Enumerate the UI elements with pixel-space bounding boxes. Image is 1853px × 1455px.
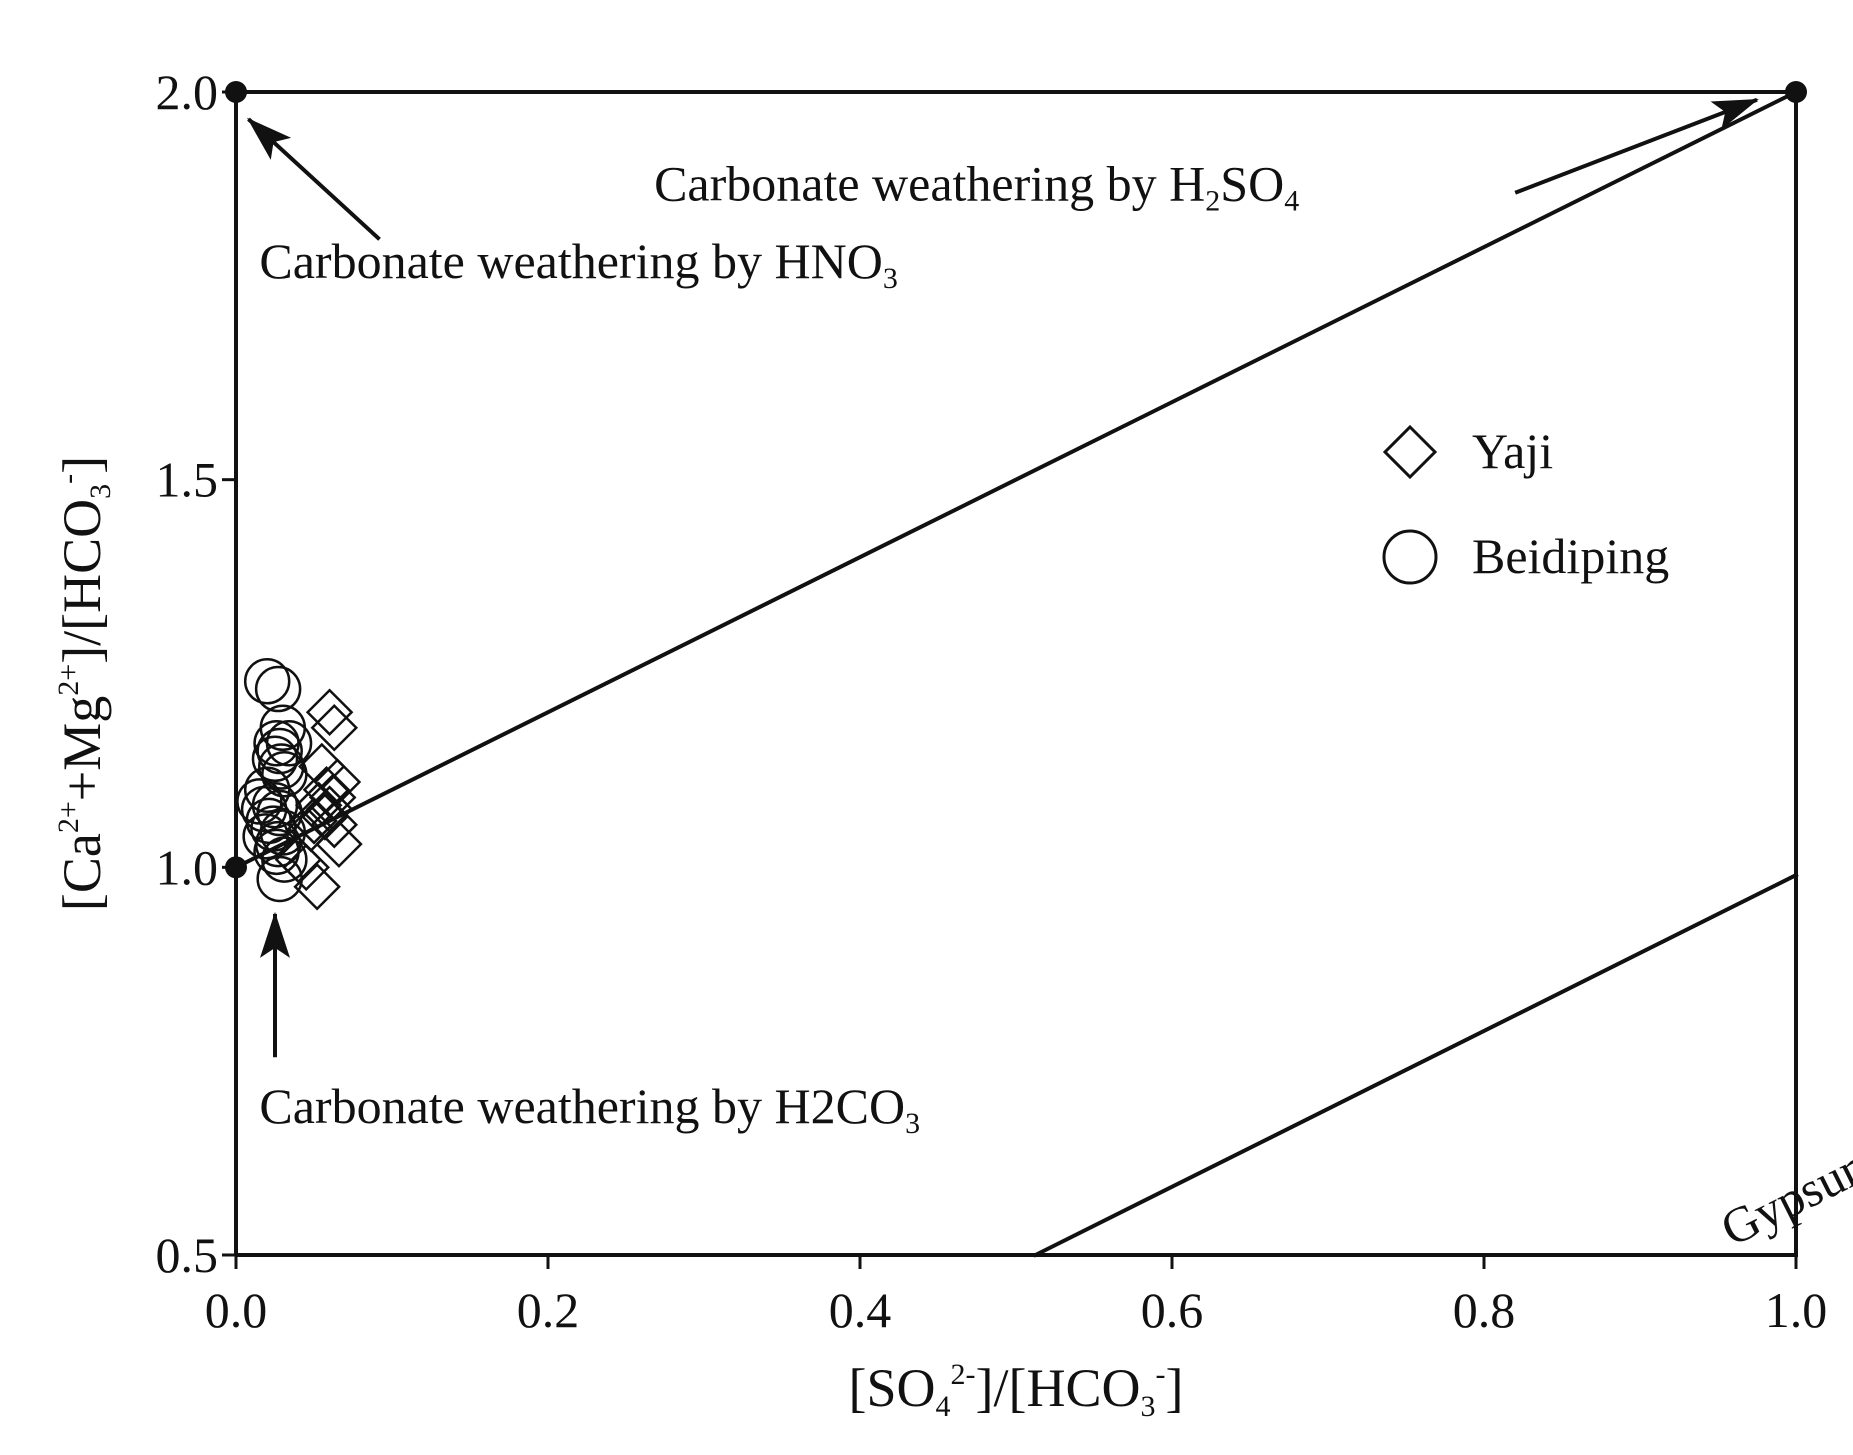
beidiping-point bbox=[265, 720, 313, 767]
x-axis-title-part-1: 4 bbox=[936, 1390, 951, 1423]
y-axis-title-part-7: ] bbox=[52, 456, 112, 474]
annotation-label-h2co3-part-0: Carbonate weathering by H bbox=[259, 1078, 810, 1134]
legend-beidiping-label: Beidiping bbox=[1472, 528, 1669, 584]
legend-beidiping-icon bbox=[1382, 529, 1438, 585]
endpoint-dot bbox=[225, 81, 247, 103]
axes: 0.0 0.2 0.4 0.6 0.8 1.00.51.01.52.0[SO42-]/[H… bbox=[52, 64, 1827, 1423]
endpoint-dot bbox=[225, 856, 247, 879]
annotation-label-h2co3: Carbonate weathering by H2CO3 bbox=[259, 1078, 920, 1140]
endpoint-markers bbox=[225, 81, 1807, 879]
y-axis-title: [Ca2++Mg2+]/[HCO3-] bbox=[52, 456, 117, 911]
yaji-point bbox=[305, 688, 354, 737]
beidiping-point bbox=[243, 658, 291, 705]
beidiping-point bbox=[242, 813, 289, 860]
y-tick-label: 1.5 bbox=[156, 452, 219, 508]
x-tick-label: 0.8 bbox=[1453, 1282, 1516, 1338]
y-tick-label: 1.0 bbox=[156, 839, 219, 895]
annotation-label-hno3-part-0: Carbonate weathering by HNO bbox=[259, 233, 882, 289]
x-axis-title-part-3: ]/[HCO bbox=[976, 1358, 1141, 1418]
beidiping-point bbox=[253, 720, 300, 767]
x-tick-label: 0.4 bbox=[829, 1282, 892, 1338]
y-axis-title-part-2: +Mg bbox=[52, 696, 112, 801]
y-tick-label: 0.5 bbox=[156, 1227, 219, 1283]
y-axis-title-part-6: - bbox=[52, 474, 85, 484]
annotation-label-gypsum-part-0: Gypsum dissolution line bbox=[1712, 988, 1853, 1257]
yaji-point bbox=[310, 800, 359, 849]
yaji-point bbox=[308, 773, 357, 822]
x-axis-title-part-5: - bbox=[1156, 1358, 1166, 1391]
annotation-label-h2so4: Carbonate weathering by H2SO4 bbox=[654, 156, 1299, 218]
x-axis-title-part-4: 3 bbox=[1141, 1390, 1156, 1423]
reference-line bbox=[233, 89, 1799, 871]
reference-lines bbox=[233, 89, 1799, 1258]
annotation-label-h2co3-part-2: CO bbox=[836, 1078, 905, 1134]
beidiping-point bbox=[254, 665, 302, 713]
legend: Yaji Beidiping bbox=[1382, 423, 1669, 585]
yaji-point bbox=[310, 704, 359, 752]
x-tick-label: 1.0 bbox=[1765, 1282, 1828, 1338]
annotation-label-hno3-part-1: 3 bbox=[883, 262, 898, 295]
annotation-label-h2so4-part-1: 2 bbox=[1205, 185, 1220, 218]
legend-yaji-icon bbox=[1382, 424, 1438, 480]
x-axis-title-part-2: 2- bbox=[951, 1358, 976, 1391]
beidiping-point bbox=[261, 751, 308, 798]
endpoint-dot bbox=[1785, 81, 1807, 103]
y-axis-title-part-0: [Ca bbox=[52, 833, 112, 911]
annotation-label-h2so4-part-3: 4 bbox=[1284, 185, 1299, 218]
y-axis-title-part-4: ]/[HCO bbox=[52, 499, 112, 664]
x-tick-label: 0.0 bbox=[205, 1282, 268, 1338]
annotation-label-h2co3-part-3: 3 bbox=[905, 1107, 920, 1140]
annotation-label-gypsum: Gypsum dissolution line bbox=[1712, 988, 1853, 1257]
y-axis-title-part-5: 3 bbox=[84, 484, 117, 499]
beidiping-point bbox=[256, 855, 303, 903]
beidiping-point bbox=[261, 836, 308, 883]
x-axis-title: [SO42-]/[HCO3-] bbox=[849, 1358, 1184, 1423]
y-tick-label: 2.0 bbox=[156, 64, 219, 120]
annotation-label-h2so4-part-2: SO bbox=[1220, 156, 1284, 212]
reference-line bbox=[1032, 872, 1799, 1258]
yaji-point bbox=[294, 781, 343, 830]
yaji-point bbox=[298, 742, 346, 791]
x-axis-title-part-6: ] bbox=[1166, 1358, 1184, 1418]
beidiping-point bbox=[251, 735, 299, 783]
annotation-label-h2co3-part-1: 2 bbox=[811, 1078, 836, 1134]
annotation-arrow-hno3 bbox=[247, 117, 381, 241]
beidiping-point bbox=[253, 828, 300, 876]
data-points bbox=[236, 658, 363, 911]
x-axis-title-part-0: [SO bbox=[849, 1358, 936, 1418]
x-tick-label: 0.6 bbox=[1141, 1282, 1204, 1338]
y-axis-title-part-3: 2+ bbox=[52, 664, 85, 696]
annotation-arrow-h2so4 bbox=[1514, 97, 1759, 195]
x-tick-label: 0.2 bbox=[517, 1282, 580, 1338]
y-axis-title-part-1: 2+ bbox=[52, 801, 85, 833]
annotation-label-hno3: Carbonate weathering by HNO3 bbox=[259, 233, 897, 295]
beidiping-point bbox=[257, 743, 305, 790]
annotation-label-h2so4-part-0: Carbonate weathering by H bbox=[654, 156, 1205, 212]
yaji-point bbox=[290, 797, 338, 845]
legend-yaji-label: Yaji bbox=[1472, 423, 1553, 479]
yaji-point bbox=[315, 820, 363, 868]
